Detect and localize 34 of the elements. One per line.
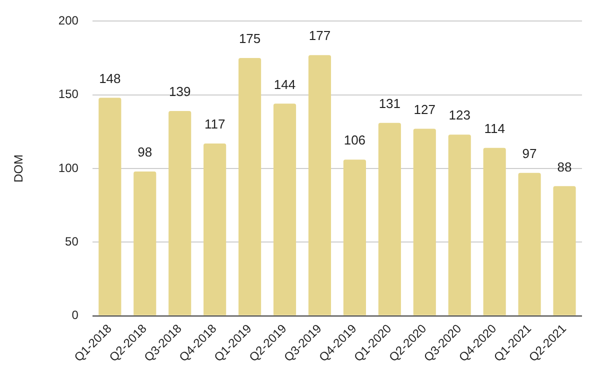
- y-tick-label: 50: [65, 234, 79, 248]
- bar: [553, 186, 576, 316]
- bar: [98, 98, 122, 316]
- bar: [204, 143, 226, 316]
- y-tick-label: 150: [58, 87, 79, 102]
- data-label: 117: [204, 116, 226, 132]
- bar: [343, 160, 366, 316]
- data-label: 144: [274, 76, 296, 92]
- data-label: 127: [414, 102, 436, 117]
- data-label: 175: [238, 31, 261, 46]
- bar: [483, 148, 506, 316]
- bar: [448, 134, 471, 316]
- data-label: 177: [308, 28, 331, 44]
- data-label: 97: [522, 146, 537, 161]
- bar: [308, 55, 332, 316]
- bar: [413, 128, 436, 316]
- bar: [168, 111, 192, 316]
- bar: [518, 172, 541, 316]
- bar: [273, 104, 296, 316]
- data-label: 131: [378, 96, 401, 111]
- data-label: 139: [168, 84, 191, 100]
- bar: [238, 58, 262, 316]
- bar: [378, 122, 401, 316]
- y-tick-label: 0: [72, 308, 79, 322]
- bar: [134, 171, 156, 316]
- y-tick-label: 100: [58, 160, 79, 175]
- data-label: 148: [99, 70, 121, 86]
- data-label: 114: [484, 120, 505, 136]
- data-label: 106: [344, 132, 366, 148]
- y-axis-title: DOM: [12, 154, 26, 182]
- data-label: 88: [557, 159, 572, 174]
- data-label: 98: [138, 144, 152, 160]
- y-tick-label: 200: [58, 14, 79, 28]
- data-label: 123: [448, 108, 470, 123]
